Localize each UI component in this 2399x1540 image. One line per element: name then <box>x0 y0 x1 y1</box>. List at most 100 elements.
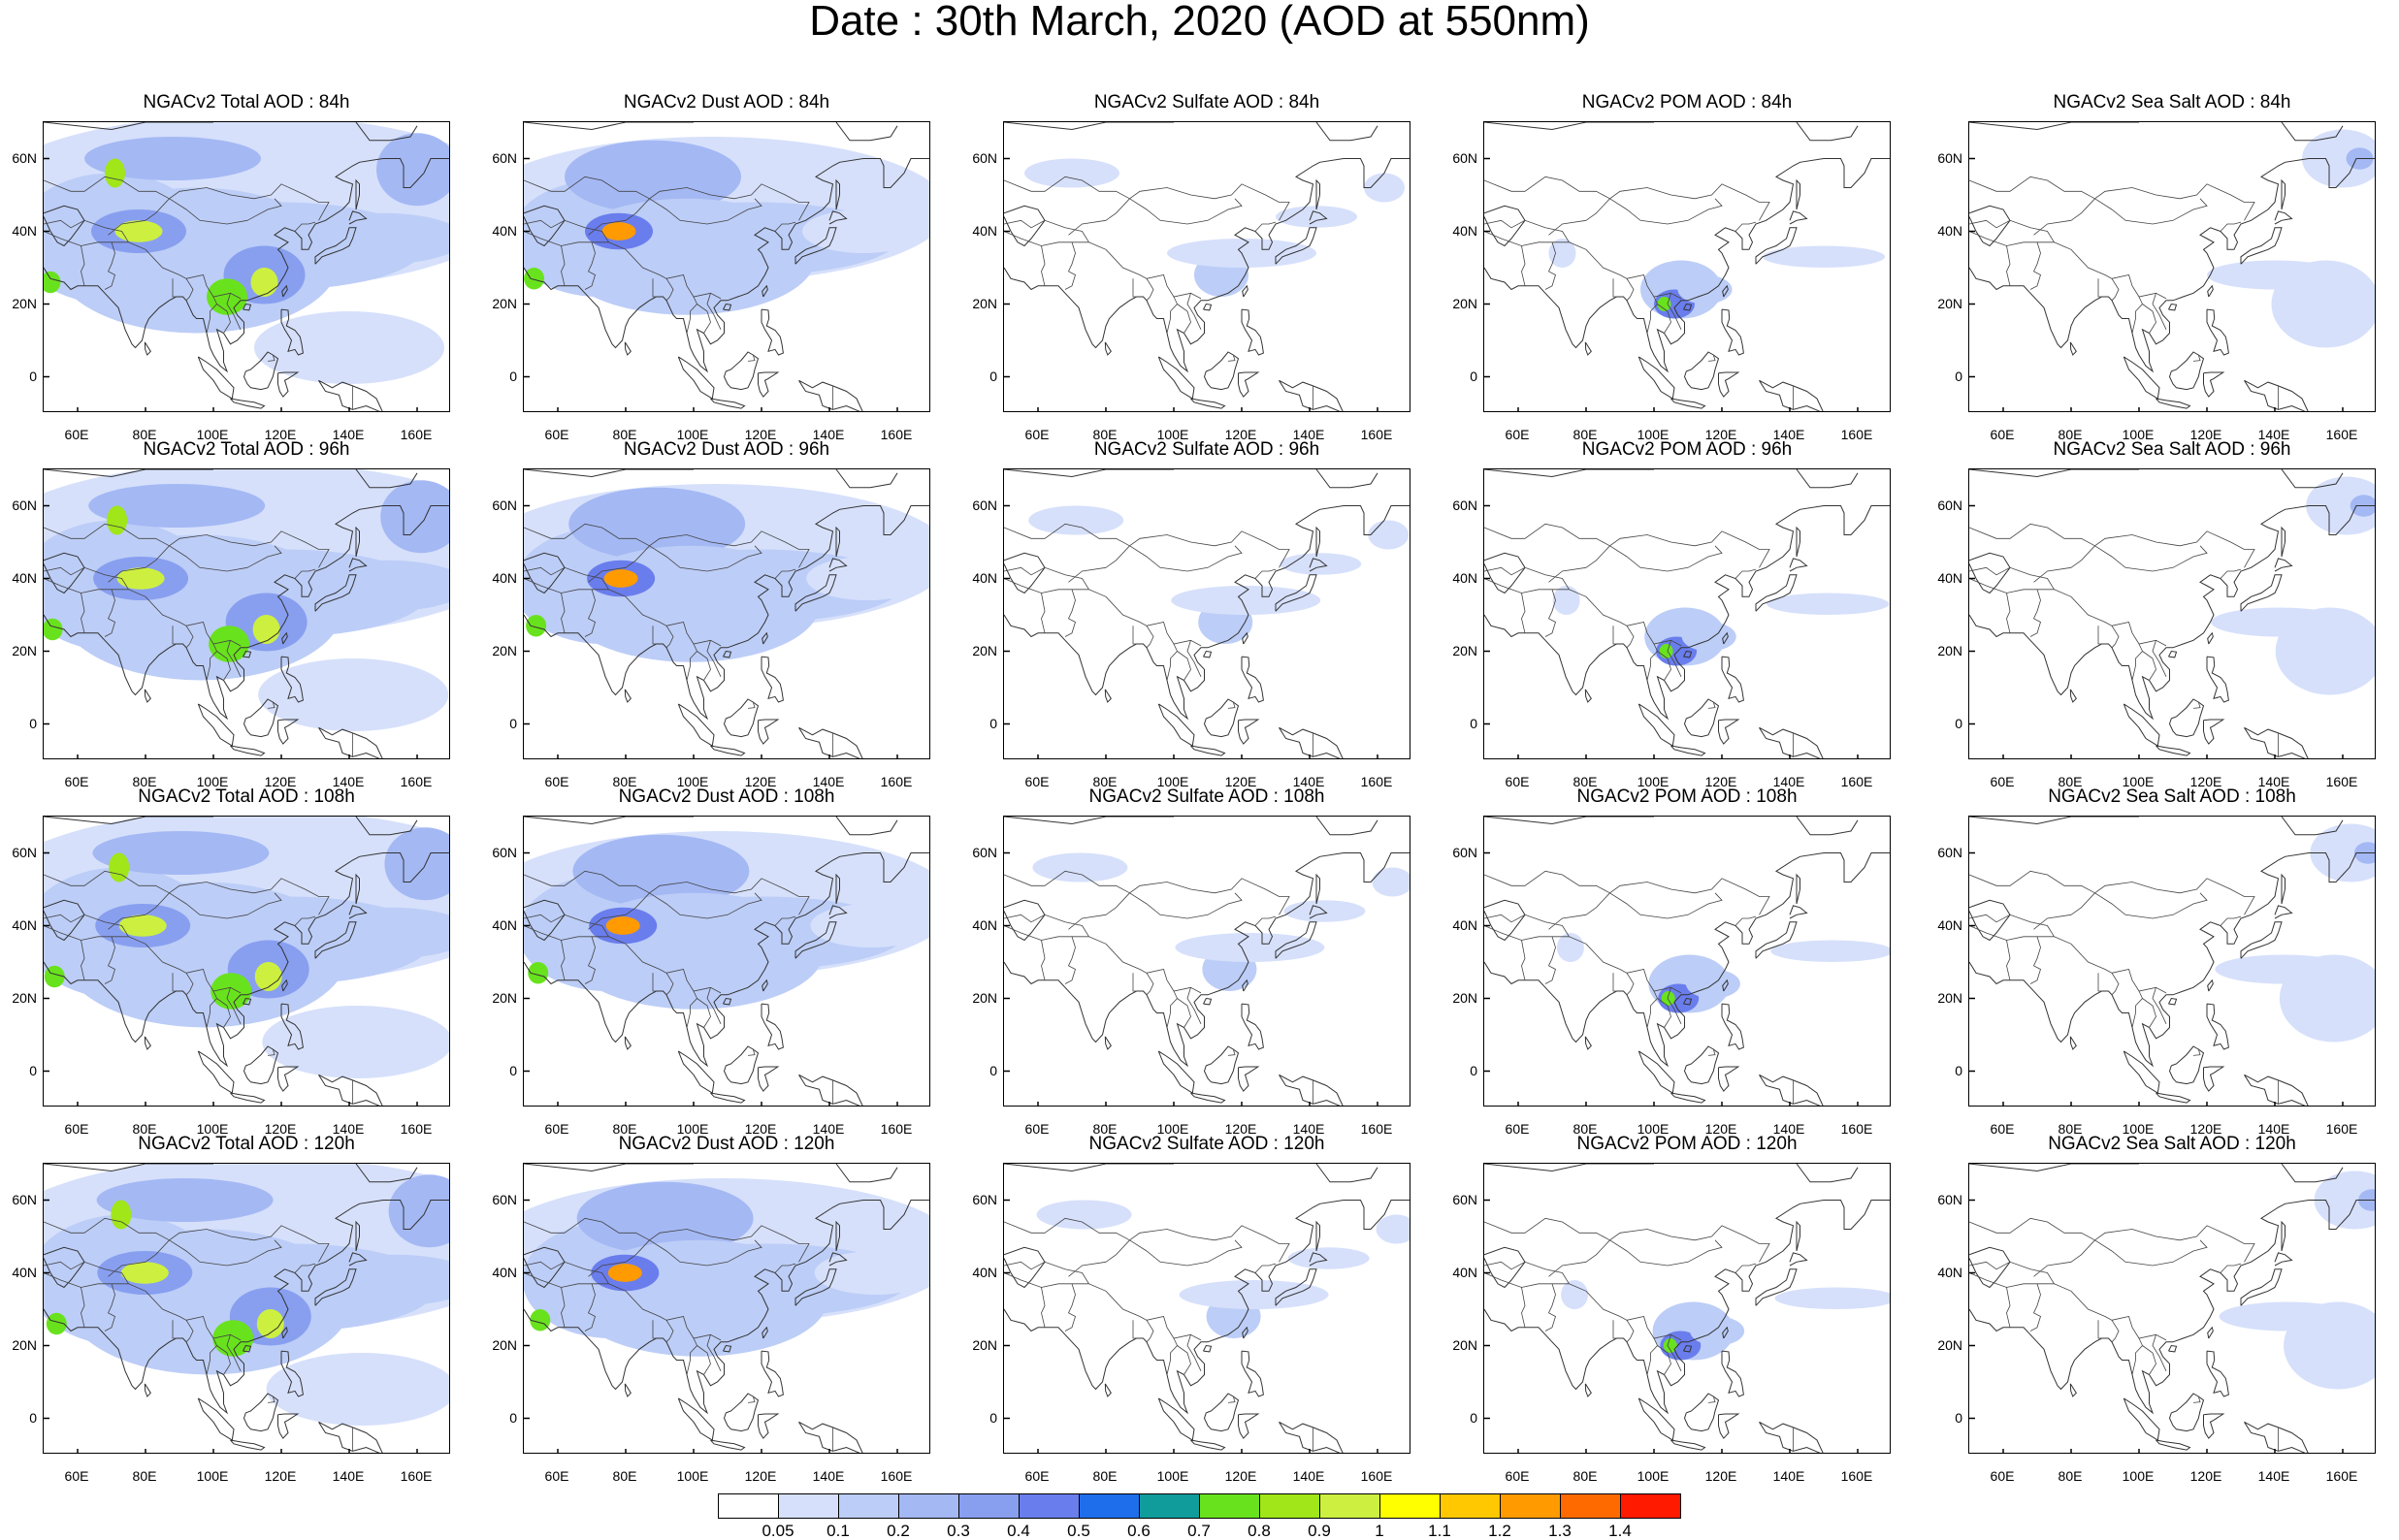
country-border <box>1004 231 1202 300</box>
country-border <box>2142 998 2156 1028</box>
country-border <box>524 219 609 243</box>
aod-field-patch <box>572 834 750 908</box>
colorbar <box>718 1493 1681 1519</box>
coastline <box>2207 631 2214 645</box>
coastline <box>1755 574 1798 612</box>
coastline <box>524 1200 929 1415</box>
country-border <box>1484 523 1610 547</box>
coastline <box>197 1397 235 1441</box>
country-border <box>686 1337 697 1375</box>
coastline <box>758 1066 780 1092</box>
lat-tick-label: 0 <box>989 1409 997 1426</box>
lat-tick-label: 0 <box>989 368 997 384</box>
country-border <box>1484 578 1682 647</box>
lon-tick-label: 100E <box>676 1468 709 1484</box>
country-border <box>584 936 596 984</box>
aod-field-patch <box>1657 297 1671 311</box>
country-border <box>1146 973 1154 996</box>
panel-title: NGACv2 Total AOD : 120h <box>138 1134 355 1154</box>
country-border <box>2142 1345 2156 1375</box>
coastline <box>1683 1393 1720 1432</box>
lat-tick-label: 20N <box>972 642 997 658</box>
aod-field-patch <box>92 831 270 875</box>
country-border <box>294 915 316 926</box>
lon-tick-label: 100E <box>1637 427 1670 442</box>
country-border <box>216 651 231 681</box>
lat-tick-label: 20N <box>972 295 997 311</box>
country-border <box>1129 892 1243 919</box>
country-border <box>104 589 115 637</box>
coastline <box>1279 1421 1344 1453</box>
coastline <box>44 158 449 373</box>
lat-tick-label: 0 <box>1955 1062 1962 1078</box>
country-border <box>1177 304 1191 334</box>
lon-tick-label: 120E <box>1224 774 1257 789</box>
country-border <box>1041 245 1046 286</box>
coastline <box>1004 1164 1174 1172</box>
aod-field-patch <box>250 268 278 297</box>
country-border <box>169 892 282 919</box>
coastline <box>1637 1050 1675 1094</box>
coastline <box>524 505 929 721</box>
country-border <box>1227 1396 1236 1403</box>
lon-tick-label: 160E <box>1360 1468 1393 1484</box>
country-border <box>1064 241 1076 290</box>
map-plot <box>523 1163 930 1454</box>
aod-field-patch <box>603 569 638 588</box>
aod-field-patch <box>309 907 449 959</box>
coastline <box>828 1252 848 1267</box>
lon-tick-label: 80E <box>2058 1468 2083 1484</box>
country-border <box>524 578 722 647</box>
coastline <box>1789 210 1808 225</box>
lon-tick-label: 80E <box>1092 1121 1118 1137</box>
country-border <box>2111 278 2120 302</box>
lon-tick-label: 60E <box>1024 427 1050 442</box>
lat-tick-label: 40N <box>1452 222 1477 239</box>
aod-field-patch <box>1690 1316 1745 1346</box>
coastline <box>624 341 632 356</box>
lon-tick-label: 80E <box>2058 427 2083 442</box>
lon-tick-label: 80E <box>1572 1121 1598 1137</box>
country-border <box>1484 231 1682 300</box>
colorbar-swatch <box>1079 1493 1140 1519</box>
country-border <box>524 176 650 200</box>
lon-tick-label: 60E <box>64 427 89 442</box>
country-border <box>1646 1337 1658 1375</box>
country-border <box>2094 1239 2208 1267</box>
country-border <box>1068 566 1107 583</box>
coastline <box>2168 1045 2205 1085</box>
coastline <box>280 1350 304 1397</box>
lat-tick-label: 20N <box>12 295 37 311</box>
country-border <box>1707 1396 1716 1403</box>
country-border <box>524 870 650 894</box>
coastline <box>1203 698 1240 738</box>
aod-map-svg <box>1969 122 2375 411</box>
coastline <box>280 1003 304 1050</box>
aod-field-patch <box>116 567 165 590</box>
coastline <box>624 689 632 703</box>
country-border <box>1041 940 1046 980</box>
country-border <box>588 219 627 236</box>
country-border <box>706 640 722 677</box>
coastline <box>281 631 288 645</box>
country-border <box>697 998 711 1028</box>
lon-tick-label: 120E <box>264 1121 297 1137</box>
lon-tick-label: 60E <box>1990 774 2015 789</box>
colorbar-label: 0.9 <box>1308 1522 1331 1540</box>
lat-tick-label: 0 <box>1470 1409 1477 1426</box>
coastline <box>2156 745 2191 756</box>
lon-tick-label: 60E <box>1505 427 1530 442</box>
country-border <box>1254 568 1277 579</box>
coastline <box>2069 341 2077 356</box>
map-panel: NGACv2 Dust AOD : 108h 60N 40N 20N 0 60E 80E 10… <box>480 786 965 1137</box>
coastline <box>2206 656 2229 703</box>
aod-field-patch <box>109 852 130 882</box>
country-border <box>1667 640 1682 677</box>
country-border <box>1544 241 1556 290</box>
lon-tick-label: 80E <box>2058 1121 2083 1137</box>
country-border <box>524 914 609 938</box>
lat-tick-label: 0 <box>1955 1409 1962 1426</box>
lon-tick-label: 120E <box>2189 1468 2222 1484</box>
coastline <box>355 817 418 836</box>
aod-map-svg <box>1969 469 2375 758</box>
